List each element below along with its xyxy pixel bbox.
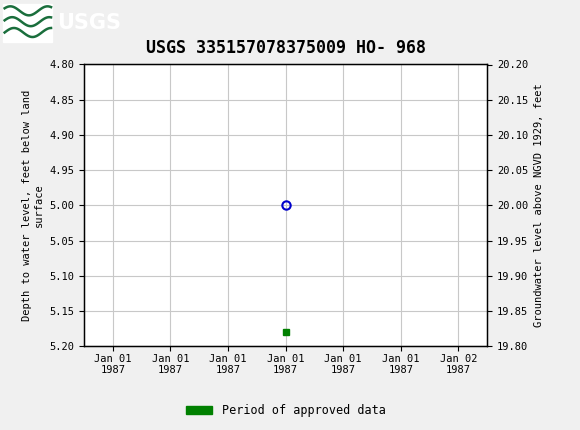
Legend: Period of approved data: Period of approved data bbox=[182, 399, 390, 422]
Text: USGS: USGS bbox=[57, 12, 121, 33]
Text: USGS 335157078375009 HO- 968: USGS 335157078375009 HO- 968 bbox=[146, 39, 426, 57]
FancyBboxPatch shape bbox=[3, 3, 52, 42]
Y-axis label: Groundwater level above NGVD 1929, feet: Groundwater level above NGVD 1929, feet bbox=[534, 83, 543, 327]
Y-axis label: Depth to water level, feet below land
surface: Depth to water level, feet below land su… bbox=[22, 90, 44, 321]
